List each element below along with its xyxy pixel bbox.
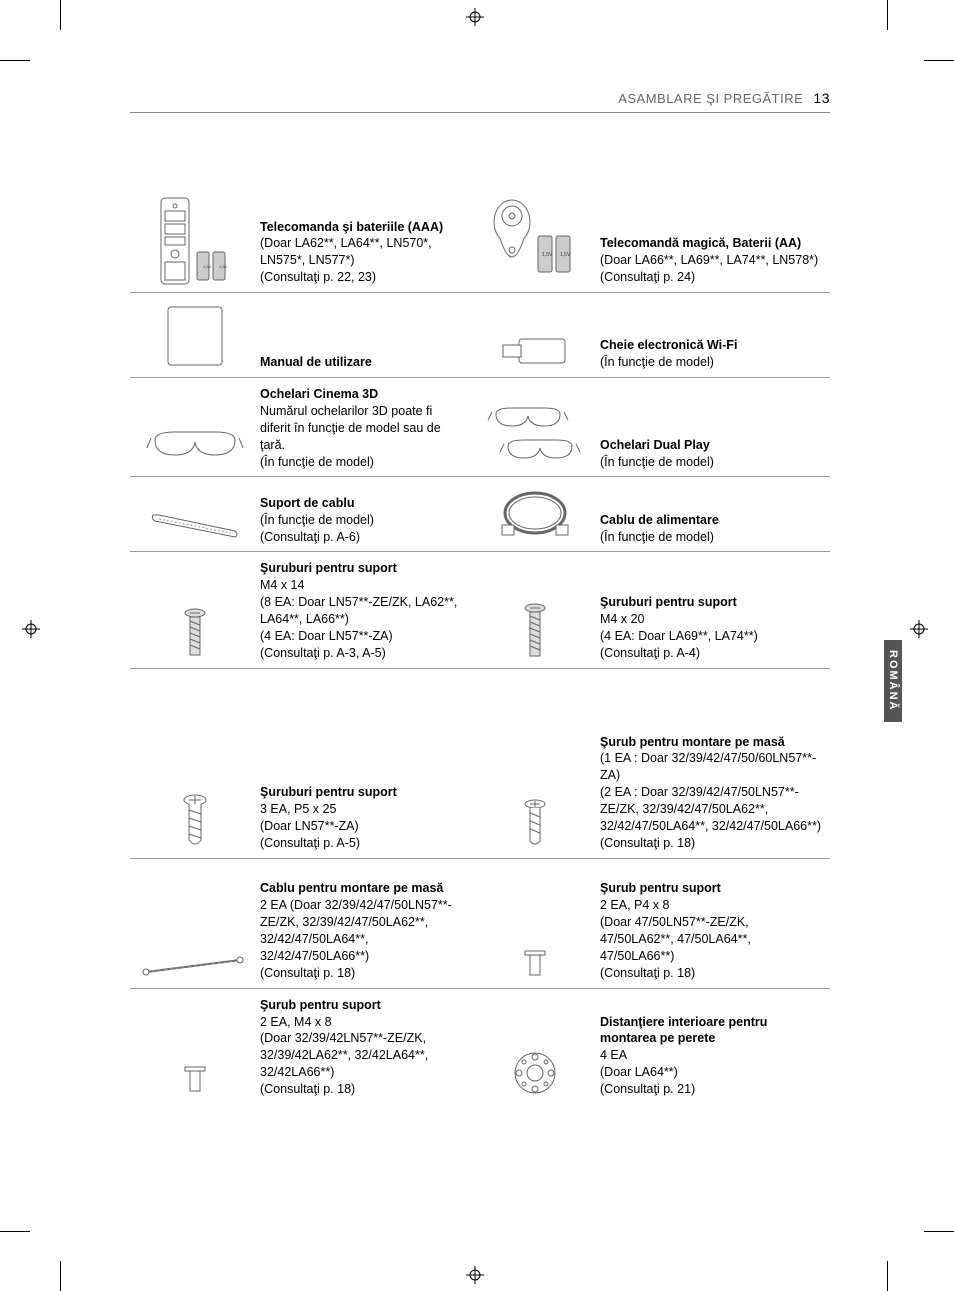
desk-cable-icon — [130, 859, 260, 989]
page-header: ASAMBLARE ŞI PREGĂTIRE 13 — [130, 90, 830, 113]
item-sub: M4 x 14 (8 EA: Doar LN57**-ZE/ZK, LA62**… — [260, 577, 462, 661]
spacer-icon — [470, 989, 600, 1104]
item-text: Ochelari Cinema 3D Numărul ochelarilor 3… — [260, 378, 470, 477]
item-title: Şuruburi pentru suport — [260, 784, 462, 801]
glasses-3d-icon — [130, 378, 260, 477]
item-text: Cheie electronică Wi-Fi (În funcţie de m… — [600, 293, 830, 378]
page-number: 13 — [813, 90, 830, 106]
item-title: Cheie electronică Wi-Fi — [600, 337, 822, 354]
svg-text:1,5V: 1,5V — [542, 252, 553, 258]
item-text: Cablu de alimentare (În funcţie de model… — [600, 477, 830, 552]
wifi-dongle-icon — [470, 293, 600, 378]
glasses-dual-icon — [470, 378, 600, 477]
item-title: Şurub pentru suport — [600, 880, 822, 897]
remote-icon: 1,5V 1,5V — [130, 183, 260, 293]
item-title: Telecomanda şi bateriile (AAA) — [260, 219, 462, 236]
item-text: Şurub pentru suport 2 EA, M4 x 8 (Doar 3… — [260, 989, 470, 1104]
item-sub: 3 EA, P5 x 25 (Doar LN57**-ZA) (Consulta… — [260, 801, 462, 852]
registration-mark — [466, 1266, 484, 1284]
language-tab: ROMÂNĂ — [884, 640, 902, 722]
item-title: Cablu de alimentare — [600, 512, 822, 529]
item-title: Cablu pentru montare pe masă — [260, 880, 462, 897]
item-text: Şuruburi pentru suport M4 x 14 (8 EA: Do… — [260, 552, 470, 668]
screw-icon — [130, 669, 260, 859]
screw-short-icon — [130, 989, 260, 1104]
item-title: Şurub pentru suport — [260, 997, 462, 1014]
screw-icon — [130, 552, 260, 668]
item-text: Şuruburi pentru suport 3 EA, P5 x 25 (Do… — [260, 669, 470, 859]
item-sub: 2 EA, M4 x 8 (Doar 32/39/42LN57**-ZE/ZK,… — [260, 1014, 462, 1098]
item-title: Şuruburi pentru suport — [260, 560, 462, 577]
page-content: ASAMBLARE ŞI PREGĂTIRE 13 1,5V 1,5V Tele… — [130, 90, 830, 1104]
item-title: Şuruburi pentru suport — [600, 594, 822, 611]
item-title: Şurub pentru montare pe masă — [600, 734, 822, 751]
item-sub: (1 EA : Doar 32/39/42/47/50/60LN57**-ZA)… — [600, 750, 822, 851]
registration-mark — [22, 620, 40, 638]
screw-short-icon — [470, 859, 600, 989]
svg-text:1,5V: 1,5V — [560, 252, 571, 258]
item-text: Distanţiere interioare pentru montarea p… — [600, 989, 830, 1104]
item-text: Manual de utilizare — [260, 293, 470, 378]
svg-text:1,5V: 1,5V — [219, 264, 228, 269]
item-text: Şurub pentru suport 2 EA, P4 x 8 (Doar 4… — [600, 859, 830, 989]
svg-text:1,5V: 1,5V — [203, 264, 212, 269]
item-text: Telecomanda şi bateriile (AAA) (Doar LA6… — [260, 183, 470, 293]
item-sub: (În funcţie de model) — [600, 354, 822, 371]
manual-icon — [130, 293, 260, 378]
registration-mark — [910, 620, 928, 638]
item-sub: (În funcţie de model) — [600, 454, 822, 471]
item-text: Suport de cablu (În funcţie de model) (C… — [260, 477, 470, 552]
item-sub: 2 EA (Doar 32/39/42/47/50LN57**-ZE/ZK, 3… — [260, 897, 462, 981]
power-cable-icon — [470, 477, 600, 552]
item-text: Cablu pentru montare pe masă 2 EA (Doar … — [260, 859, 470, 989]
item-title: Ochelari Dual Play — [600, 437, 822, 454]
screw-icon — [470, 552, 600, 668]
item-title: Telecomandă magică, Baterii (AA) — [600, 235, 822, 252]
item-title: Ochelari Cinema 3D — [260, 386, 462, 403]
item-title: Distanţiere interioare pentru montarea p… — [600, 1014, 822, 1048]
item-text: Telecomandă magică, Baterii (AA) (Doar L… — [600, 183, 830, 293]
item-sub: Numărul ochelarilor 3D poate fi diferit … — [260, 403, 462, 471]
cable-holder-icon — [130, 477, 260, 552]
section-title: ASAMBLARE ŞI PREGĂTIRE — [618, 91, 803, 106]
item-sub: 2 EA, P4 x 8 (Doar 47/50LN57**-ZE/ZK, 47… — [600, 897, 822, 981]
accessories-grid: 1,5V 1,5V Telecomanda şi bateriile (AAA)… — [130, 183, 830, 1104]
magic-remote-icon: 1,5V 1,5V — [470, 183, 600, 293]
item-text: Şuruburi pentru suport M4 x 20 (4 EA: Do… — [600, 552, 830, 668]
screw-icon — [470, 669, 600, 859]
item-sub: (În funcţie de model) (Consultaţi p. A-6… — [260, 512, 462, 546]
item-sub: (În funcţie de model) — [600, 529, 822, 546]
item-sub: (Doar LA66**, LA69**, LA74**, LN578*) (C… — [600, 252, 822, 286]
registration-mark — [466, 8, 484, 26]
item-title: Suport de cablu — [260, 495, 462, 512]
item-sub: 4 EA (Doar LA64**) (Consultaţi p. 21) — [600, 1047, 822, 1098]
item-sub: M4 x 20 (4 EA: Doar LA69**, LA74**) (Con… — [600, 611, 822, 662]
item-text: Şurub pentru montare pe masă (1 EA : Doa… — [600, 669, 830, 859]
item-sub: (Doar LA62**, LA64**, LN570*, LN575*, LN… — [260, 235, 462, 286]
item-text: Ochelari Dual Play (În funcţie de model) — [600, 378, 830, 477]
item-title: Manual de utilizare — [260, 354, 462, 371]
